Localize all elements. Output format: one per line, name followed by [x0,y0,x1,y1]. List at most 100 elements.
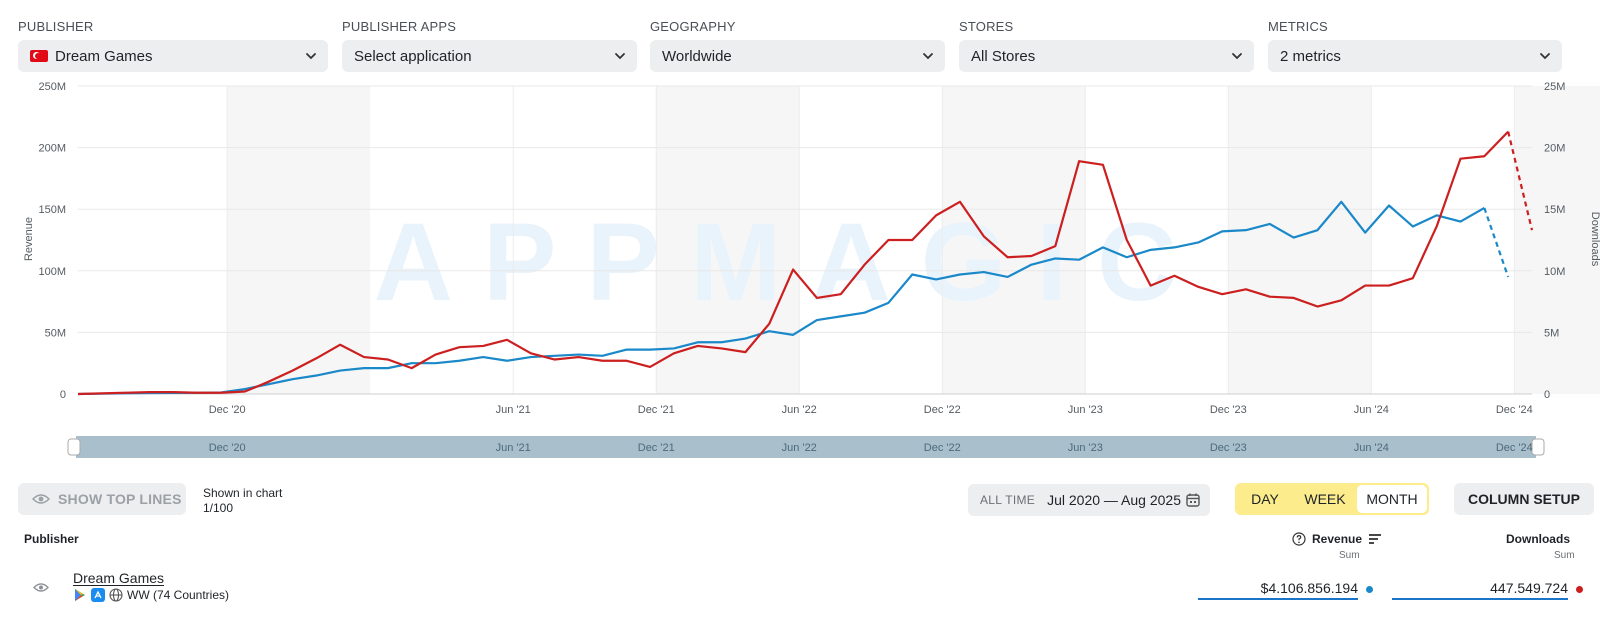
show-top-lines-label: SHOW TOP LINES [58,491,182,507]
chart-watermark: APPMAGIC [374,201,1207,324]
shown-in-chart-label: Shown in chart [203,486,283,500]
period-week-button[interactable]: WEEK [1304,491,1346,507]
right-axis-tick-label: 10M [1544,266,1565,278]
chart-band [942,86,1086,394]
navigator-label: Jun '24 [1354,442,1389,454]
shown-in-chart: Shown in chart 1/100 [203,486,282,516]
publisher-column-header[interactable]: Publisher [24,532,79,546]
revenue-partial-segment [1483,207,1510,278]
stores-select[interactable]: All Stores [959,40,1254,72]
filter-geography-label: GEOGRAPHY [650,19,736,34]
x-axis-tick-label: Jun '23 [1068,404,1103,416]
stores-select-value: All Stores [971,47,1036,65]
right-axis-tick-label: 25M [1544,81,1565,93]
x-axis-ticks: Dec '20 Jun '21 Dec '21 Jun '22 Dec '22 Jun '… [209,404,1533,416]
revenue-series-line [77,200,1485,396]
chart-band [1228,86,1372,394]
chevron-down-icon [306,53,316,60]
publisher-select[interactable]: Dream Games [18,40,328,72]
publisher-region: WW (74 Countries) [127,588,230,602]
chart-series [77,130,1534,396]
period-toggle: DAY WEEK MONTH [1235,483,1429,515]
period-month-button[interactable]: MONTH [1357,485,1427,513]
left-axis-tick-label: 200M [38,143,66,155]
x-axis-tick-label: Dec '24 [1496,404,1533,416]
right-axis-tick-label: 0 [1544,389,1550,401]
x-axis-tick-label: Dec '23 [1210,404,1247,416]
chevron-down-icon [1540,53,1550,60]
downloads-sub-header: Sum [1554,550,1575,561]
period-day-button[interactable]: DAY [1251,491,1279,507]
date-range-value: Jul 2020 — Aug 2025 [1047,492,1181,508]
left-axis-title: Revenue [23,217,35,261]
downloads-column-header[interactable]: Downloads [1505,532,1570,546]
globe-icon [109,588,123,602]
chart-band [227,86,371,394]
filter-stores: STORES All Stores [959,18,1254,72]
x-axis-tick-label: Dec '22 [924,404,961,416]
publisher-meta: WW (74 Countries) [73,588,229,602]
downloads-value: 447.549.724 [1392,578,1568,600]
chart-band [1514,86,1600,394]
geography-select[interactable]: Worldwide [650,40,945,72]
publisher-name-link[interactable]: Dream Games [73,570,165,586]
help-icon[interactable] [1292,532,1306,546]
google-play-icon [75,589,85,601]
navigator-label: Jun '23 [1068,442,1103,454]
filter-apps-label: PUBLISHER APPS [342,19,457,34]
x-axis-tick-label: Dec '20 [209,404,246,416]
metrics-select[interactable]: 2 metrics [1268,40,1562,72]
turkey-flag-icon [30,50,48,62]
navigator-label: Dec '20 [209,442,246,454]
shown-in-chart-value: 1/100 [203,501,234,515]
filter-stores-label: STORES [959,19,1014,34]
navigator-label: Dec '23 [1210,442,1247,454]
left-axis-ticks: 0 50M 100M 150M 200M 250M [38,81,66,401]
revenue-column-header[interactable]: Revenue [1292,532,1382,546]
publisher-select-value: Dream Games [55,47,153,65]
navigator-label: Jun '22 [782,442,817,454]
navigator-left-handle [67,438,81,456]
date-range-picker[interactable]: ALL TIME Jul 2020 — Aug 2025 [968,484,1210,516]
publisher-apps-select[interactable]: Select application [342,40,637,72]
revenue-sub-header: Sum [1339,550,1360,561]
filter-metrics: METRICS 2 metrics [1268,18,1562,72]
eye-icon [32,494,50,504]
x-axis-tick-label: Jun '22 [782,404,817,416]
chart-band [656,86,800,394]
chart-controls: SHOW TOP LINES Shown in chart 1/100 ALL … [0,478,1600,518]
left-axis-tick-label: 100M [38,266,66,278]
navigator-label: Jun '21 [496,442,531,454]
downloads-series-dot [1576,586,1583,593]
left-axis-tick-label: 250M [38,81,66,93]
eye-icon[interactable] [33,582,49,593]
publisher-apps-select-value: Select application [354,47,472,65]
line-chart: APPMAGIC 0 50M 100M 150M 200M 250M 0 5M 10M 15M 2… [23,81,1600,458]
filter-publisher-label: PUBLISHER [18,19,94,34]
filters-bar: PUBLISHER Dream Games PUBLISHER APPS Sel… [0,0,1600,80]
right-axis-tick-label: 20M [1544,143,1565,155]
show-top-lines-button[interactable]: SHOW TOP LINES [18,483,186,515]
chevron-down-icon [923,53,933,60]
revenue-value: $4.106.856.194 [1198,578,1358,600]
column-setup-button[interactable]: COLUMN SETUP [1454,483,1594,515]
table-header: Publisher Revenue Sum Downloads Sum [0,530,1600,566]
navigator-label: Dec '21 [638,442,675,454]
filter-publisher: PUBLISHER Dream Games [18,18,328,72]
chevron-down-icon [1232,53,1242,60]
chevron-down-icon [615,53,625,60]
right-axis-tick-label: 15M [1544,204,1565,216]
x-axis-tick-label: Dec '21 [638,404,675,416]
left-axis-tick-label: 50M [45,327,66,339]
left-axis-tick-label: 0 [60,389,66,401]
chart-navigator: Dec '20 Jun '21 Dec '21 Jun '22 Dec '22 Jun '… [67,436,1545,458]
navigator-right-handle [1531,438,1545,456]
table-row: Dream Games WW (74 Countries) $4.106.856… [0,566,1600,610]
app-store-icon [91,588,105,602]
metrics-select-value: 2 metrics [1280,47,1341,65]
all-time-label: ALL TIME [980,493,1036,507]
filter-geography: GEOGRAPHY Worldwide [650,18,945,72]
left-axis-tick-label: 150M [38,204,66,216]
navigator-range [76,436,1536,458]
sort-descending-icon[interactable] [1368,533,1382,545]
